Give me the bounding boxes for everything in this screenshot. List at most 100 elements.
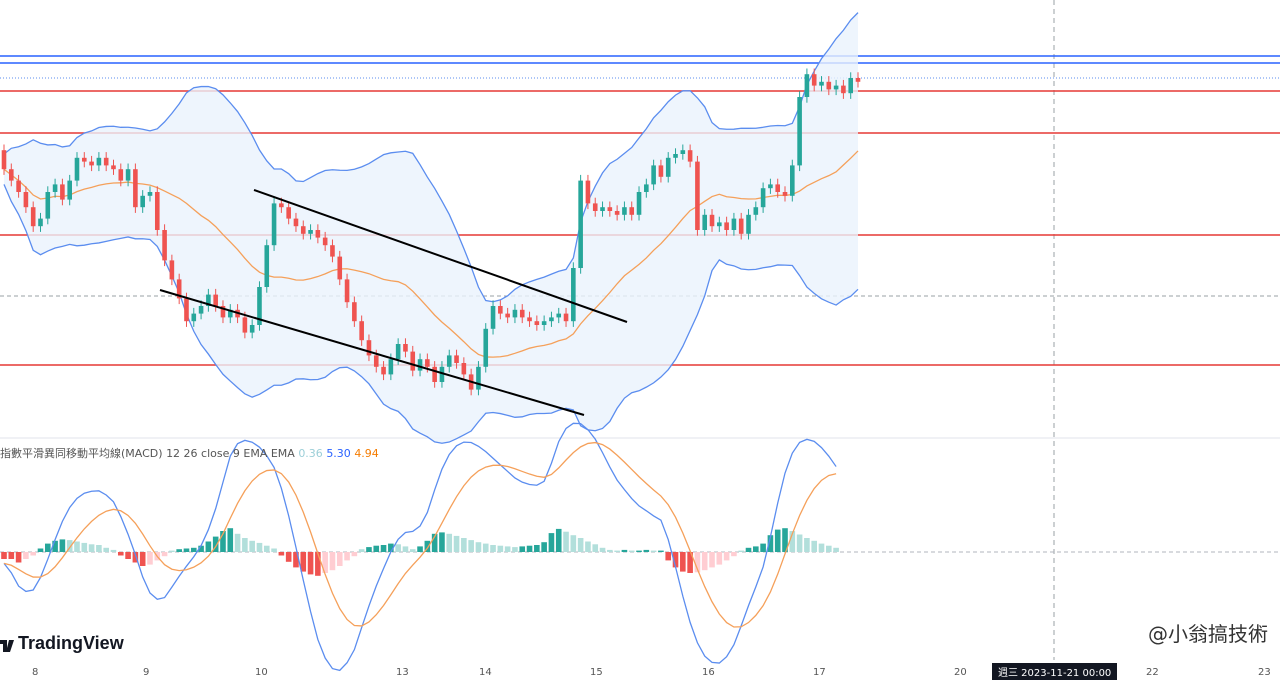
macd-histogram-bar [271,548,277,552]
candle-body [410,351,416,371]
x-axis-tick: 15 [590,667,603,678]
macd-histogram-bar [461,538,467,552]
candle-body [322,237,328,246]
macd-histogram-bar [497,545,504,552]
candle-body [162,230,167,261]
candle-body [220,306,226,318]
macd-histogram-bar [687,552,693,573]
macd-histogram-bar [650,550,657,552]
x-axis-tick: 13 [396,667,409,678]
macd-histogram-bar [220,531,226,552]
macd-histogram-bar [315,552,321,576]
macd-histogram-bar [161,552,168,557]
candle-body [811,74,817,86]
candle [417,353,423,377]
candle-body [717,222,722,227]
candle-body [775,184,781,192]
candle [782,186,788,202]
candle [833,79,839,96]
candle [446,349,452,373]
candle-body [556,313,562,318]
macd-histogram-bar [753,546,759,552]
candle-body [140,195,145,208]
candle-body [519,309,525,318]
candle [592,197,598,217]
candle [622,201,627,221]
macd-histogram-bar [59,539,66,552]
candle-body [198,306,204,314]
candle-body [585,180,591,204]
candle [644,178,649,198]
macd-histogram-bar [205,541,212,552]
macd-histogram-bar [351,552,358,557]
macd-histogram-bar [431,533,438,552]
candle [563,307,569,327]
candle-body [607,207,613,211]
candle [695,155,700,236]
candle [81,152,87,168]
macd-histogram-bar [607,549,613,552]
candle-body [622,207,627,215]
macd-histogram-bar [811,540,818,552]
macd-legend[interactable]: 指數平滑異同移動平均線(MACD) 12 26 close 9 EMA EMA … [0,445,379,461]
macd-histogram-bar [504,546,511,552]
candle [658,159,664,183]
candle [213,288,218,312]
candle [848,72,854,99]
bollinger-upper-band [3,12,859,303]
candle-body [257,287,262,325]
tradingview-logo-text: TradingView [18,633,124,653]
candle-body [498,306,503,314]
macd-histogram-bar [234,533,241,552]
macd-histogram-bar [570,535,577,552]
candle-body [344,279,350,303]
candle [439,361,445,388]
candle [738,212,744,240]
candle-body [571,268,576,322]
macd-histogram-bar [409,549,416,552]
candle-body [804,74,810,97]
candle-body [147,192,153,196]
macd-histogram-bar [300,552,307,572]
candle [855,72,861,88]
macd-histogram-bar [767,535,774,552]
candle [45,186,51,225]
x-axis-tick: 22 [1146,667,1159,678]
macd-histogram-bar [52,540,58,552]
candle [461,357,467,381]
candle-body [337,256,343,280]
candle [519,304,525,324]
macd-histogram-bar [96,545,102,552]
candle-body [768,184,773,189]
macd-histogram-bar [88,544,95,552]
candle-body [279,203,284,208]
candle [534,315,540,331]
author-watermark: @小翁搞技術 [1148,622,1268,646]
candle [154,186,160,236]
candle [337,250,343,286]
candle [52,178,58,198]
candle-body [154,192,160,230]
candle [38,212,43,232]
macd-histogram-bar [373,545,380,552]
x-axis-tick: 8 [32,667,39,678]
channel-lower-trendline [159,289,585,416]
macd-signal-line [3,441,837,628]
macd-histogram-bar [745,547,752,552]
candle [768,178,773,194]
candle-body [1,150,7,170]
candle [541,315,547,331]
candle [111,159,116,175]
macd-histogram-bar [307,552,314,575]
macd-histogram-bar [15,552,22,563]
candle-body [797,97,802,166]
candle-body [629,207,635,215]
macd-histogram-bar [468,540,474,552]
candle-body [264,245,270,287]
candle [96,152,102,172]
macd-histogram-bar [1,552,7,559]
x-axis-tick: 17 [813,667,826,678]
macd-histogram-bar [424,540,431,552]
tradingview-logo[interactable]: TradingView [0,633,124,654]
candle-body [490,306,496,329]
